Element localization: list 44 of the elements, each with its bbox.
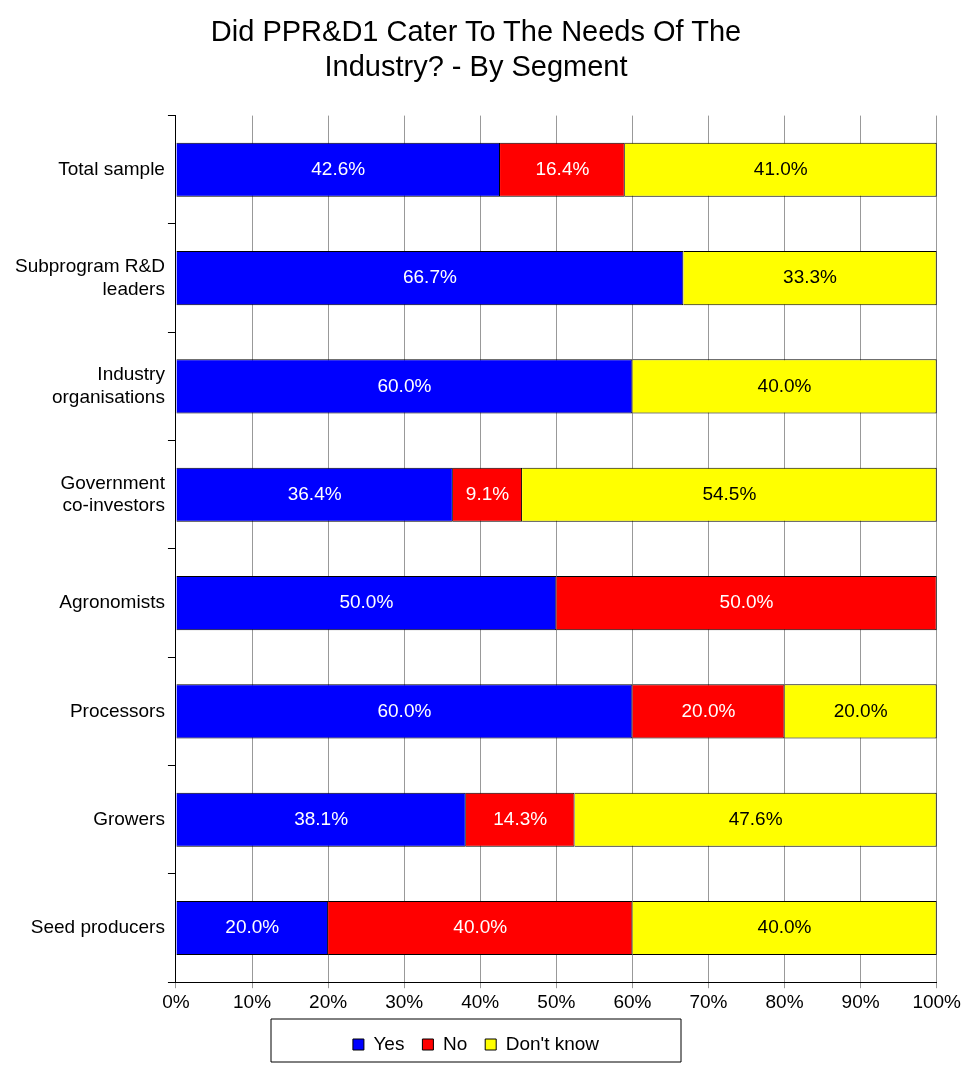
y-tick-label: Industry organisations	[51, 363, 166, 408]
x-tick-label: 40%	[461, 990, 500, 1012]
data-label: 66.7%	[402, 266, 457, 288]
y-tick-label: Processors	[69, 699, 165, 721]
y-tick-label: Subprogram R&D leaders	[15, 254, 165, 299]
chart-title: Did PPR&D1 Cater To The Needs Of The Industry? - By Segment	[210, 15, 742, 83]
y-tick-label: Seed producers	[30, 916, 165, 938]
data-label: 60.0%	[377, 374, 432, 396]
data-label: 33.3%	[783, 266, 838, 288]
data-label: 9.1%	[465, 482, 510, 504]
data-label: 20.0%	[681, 699, 736, 721]
legend-label: No	[442, 1032, 468, 1054]
data-label: 40.0%	[757, 374, 812, 396]
data-label: 41.0%	[753, 158, 808, 179]
x-tick-label: 100%	[912, 990, 962, 1012]
data-label: 40.0%	[757, 916, 812, 938]
data-label: 42.6%	[311, 158, 366, 179]
x-tick-label: 60%	[613, 990, 652, 1012]
y-tick-label: Total sample	[58, 158, 165, 179]
y-tick-label: Growers	[93, 807, 165, 829]
x-tick-label: 50%	[537, 990, 576, 1012]
x-tick-label: 80%	[765, 990, 804, 1012]
data-label: 40.0%	[453, 916, 508, 938]
data-label: 54.5%	[702, 482, 757, 504]
x-tick-label: 20%	[309, 990, 348, 1012]
x-tick-label: 70%	[689, 990, 728, 1012]
data-label: 16.4%	[535, 158, 590, 179]
data-label: 14.3%	[493, 807, 548, 829]
data-label: 20.0%	[225, 916, 280, 938]
data-label: 50.0%	[339, 591, 394, 613]
data-label: 47.6%	[728, 807, 783, 829]
x-tick-label: 0%	[162, 990, 190, 1012]
legend-label: Don't know	[505, 1032, 600, 1054]
x-tick-label: 30%	[385, 990, 424, 1012]
x-tick-label: 10%	[233, 990, 272, 1012]
y-tick-label: Agronomists	[59, 591, 165, 613]
x-tick-label: 90%	[841, 990, 880, 1012]
data-label: 36.4%	[287, 482, 342, 504]
legend-label: Yes	[373, 1032, 405, 1054]
data-label: 60.0%	[377, 699, 432, 721]
y-tick-label: Government co-investors	[60, 471, 166, 516]
data-label: 20.0%	[833, 699, 888, 721]
data-label: 50.0%	[719, 591, 774, 613]
data-label: 38.1%	[294, 807, 349, 829]
